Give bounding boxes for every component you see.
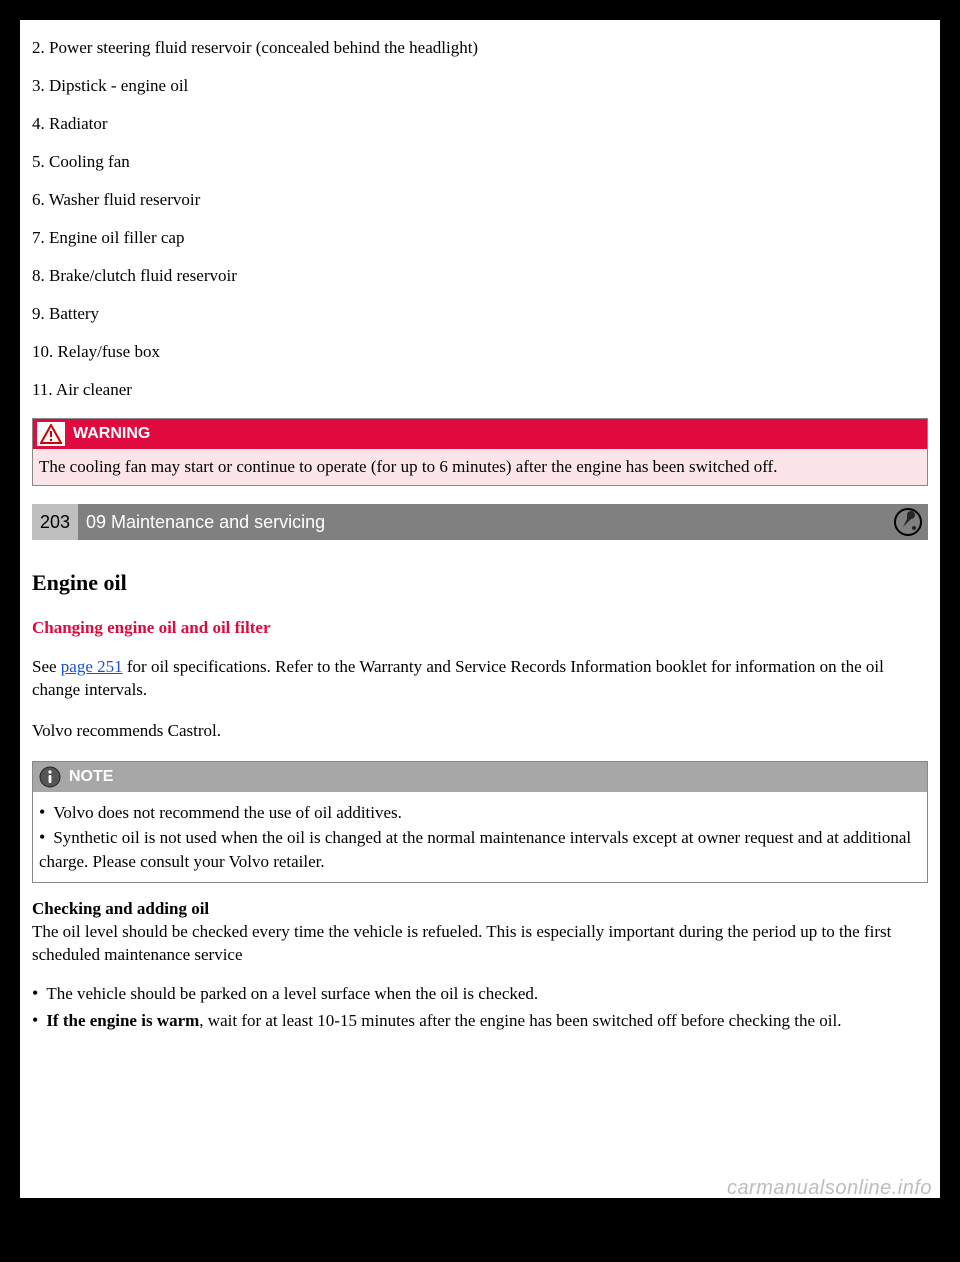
watermark: carmanualsonline.info xyxy=(727,1177,932,1200)
note-body: Volvo does not recommend the use of oil … xyxy=(33,792,927,882)
wrench-icon xyxy=(888,504,928,540)
component-item-9: 9. Battery xyxy=(32,304,928,324)
warning-body: The cooling fan may start or continue to… xyxy=(33,449,927,485)
component-item-5: 5. Cooling fan xyxy=(32,152,928,172)
checking-bullet-2: If the engine is warm, wait for at least… xyxy=(32,1008,928,1033)
bullet2-rest: , wait for at least 10-15 minutes after … xyxy=(199,1011,841,1030)
warning-header: WARNING xyxy=(33,419,927,449)
changing-oil-subheading: Changing engine oil and oil filter xyxy=(32,618,928,638)
info-icon xyxy=(37,765,63,789)
manual-page: 2. Power steering fluid reservoir (conce… xyxy=(20,20,940,1198)
checking-bullet-1: The vehicle should be parked on a level … xyxy=(32,981,928,1006)
component-item-10: 10. Relay/fuse box xyxy=(32,342,928,362)
oil-spec-paragraph: See page 251 for oil specifications. Ref… xyxy=(32,656,928,702)
warning-triangle-icon xyxy=(37,422,65,446)
checking-oil-paragraph: The oil level should be checked every ti… xyxy=(32,921,928,967)
page-251-link[interactable]: page 251 xyxy=(61,657,123,676)
checking-oil-heading: Checking and adding oil xyxy=(32,899,928,919)
component-item-6: 6. Washer fluid reservoir xyxy=(32,190,928,210)
warning-box: WARNING The cooling fan may start or con… xyxy=(32,418,928,486)
engine-oil-heading: Engine oil xyxy=(32,570,928,596)
component-item-4: 4. Radiator xyxy=(32,114,928,134)
para-text-post: for oil specifications. Refer to the War… xyxy=(32,657,884,699)
component-item-11: 11. Air cleaner xyxy=(32,380,928,400)
page-number: 203 xyxy=(32,504,78,540)
component-item-3: 3. Dipstick - engine oil xyxy=(32,76,928,96)
note-bullet-2: Synthetic oil is not used when the oil i… xyxy=(39,825,921,874)
castrol-paragraph: Volvo recommends Castrol. xyxy=(32,720,928,743)
component-item-8: 8. Brake/clutch fluid reservoir xyxy=(32,266,928,286)
note-box: NOTE Volvo does not recommend the use of… xyxy=(32,761,928,883)
component-item-2: 2. Power steering fluid reservoir (conce… xyxy=(32,38,928,58)
component-item-7: 7. Engine oil filler cap xyxy=(32,228,928,248)
para-text-pre: See xyxy=(32,657,61,676)
note-label: NOTE xyxy=(69,768,113,786)
note-header: NOTE xyxy=(33,762,927,792)
warning-label: WARNING xyxy=(73,425,150,443)
checking-bullets: The vehicle should be parked on a level … xyxy=(32,981,928,1033)
section-bar: 203 09 Maintenance and servicing xyxy=(32,504,928,540)
note-bullet-1: Volvo does not recommend the use of oil … xyxy=(39,800,921,825)
section-title: 09 Maintenance and servicing xyxy=(78,504,888,540)
bullet2-bold: If the engine is warm xyxy=(46,1011,199,1030)
